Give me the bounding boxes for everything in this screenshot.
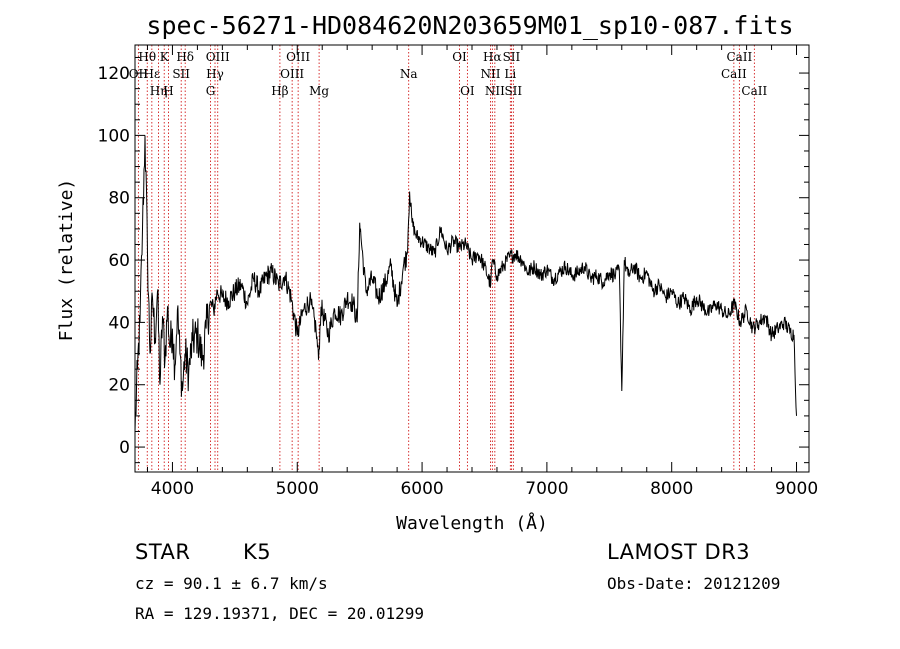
object-subclass: K5 xyxy=(243,540,272,564)
line-label-13: OIII xyxy=(280,67,304,81)
line-label-11: Hβ xyxy=(271,84,288,98)
line-label-26: CaII xyxy=(741,84,767,98)
line-label-5: H xyxy=(163,84,173,98)
survey-name: LAMOST DR3 xyxy=(607,540,751,564)
y-tick-label: 80 xyxy=(108,189,130,209)
line-label-19: SII xyxy=(503,50,521,64)
y-tick-label: 20 xyxy=(108,376,130,396)
x-tick-label: 8000 xyxy=(650,479,693,499)
x-tick-label: 9000 xyxy=(775,479,818,499)
y-axis: 0 20 40 60 80 100 120 xyxy=(98,56,809,464)
y-tick-label: 40 xyxy=(108,313,130,333)
redshift-cz: cz = 90.1 ± 6.7 km/s xyxy=(135,574,328,593)
line-label-24: CaII xyxy=(726,50,752,64)
line-label-9: Hγ xyxy=(206,67,224,81)
line-label-18: Hα xyxy=(483,50,502,64)
line-label-8: OIII xyxy=(206,50,230,64)
line-label-15: Na xyxy=(400,67,418,81)
line-label-12: OIII xyxy=(286,50,310,64)
line-label-21: Li xyxy=(504,67,516,81)
line-label-23: SII xyxy=(504,84,522,98)
y-axis-label: Flux (relative) xyxy=(56,179,77,342)
object-class: STAR xyxy=(135,540,191,564)
y-tick-label: 0 xyxy=(119,438,130,458)
chart-title: spec-56271-HD084620N203659M01_sp10-087.f… xyxy=(146,11,793,40)
line-label-22: NII xyxy=(485,84,505,98)
x-tick-label: 6000 xyxy=(400,479,443,499)
line-label-7: Hδ xyxy=(176,50,194,64)
line-label-10: G xyxy=(206,84,216,98)
line-label-3: Hη xyxy=(150,84,168,98)
y-tick-label: 60 xyxy=(108,251,130,271)
line-label-14: Mg xyxy=(309,84,329,98)
x-axis-label: Wavelength (Å) xyxy=(396,512,548,534)
line-label-2: Hε xyxy=(144,67,161,81)
x-axis: 4000 5000 6000 7000 8000 9000 xyxy=(146,45,818,499)
obs-date: Obs-Date: 20121209 xyxy=(607,574,781,593)
line-label-20: NII xyxy=(480,67,500,81)
emission-line-markers xyxy=(137,45,755,472)
spectrum-line xyxy=(134,135,797,432)
line-label-1: OII xyxy=(129,67,149,81)
line-label-0: Hθ xyxy=(138,50,156,64)
coordinates: RA = 129.19371, DEC = 20.01299 xyxy=(135,604,424,623)
y-tick-label: 120 xyxy=(98,64,130,84)
line-label-17: OI xyxy=(460,84,475,98)
line-label-4: K xyxy=(160,50,170,64)
line-label-25: CaII xyxy=(721,67,747,81)
plot-frame xyxy=(134,44,810,473)
x-tick-label: 5000 xyxy=(276,479,319,499)
y-tick-label: 100 xyxy=(98,126,130,146)
line-label-16: OI xyxy=(452,50,467,64)
x-tick-label: 7000 xyxy=(525,479,568,499)
x-tick-label: 4000 xyxy=(151,479,194,499)
line-label-6: SII xyxy=(172,67,190,81)
